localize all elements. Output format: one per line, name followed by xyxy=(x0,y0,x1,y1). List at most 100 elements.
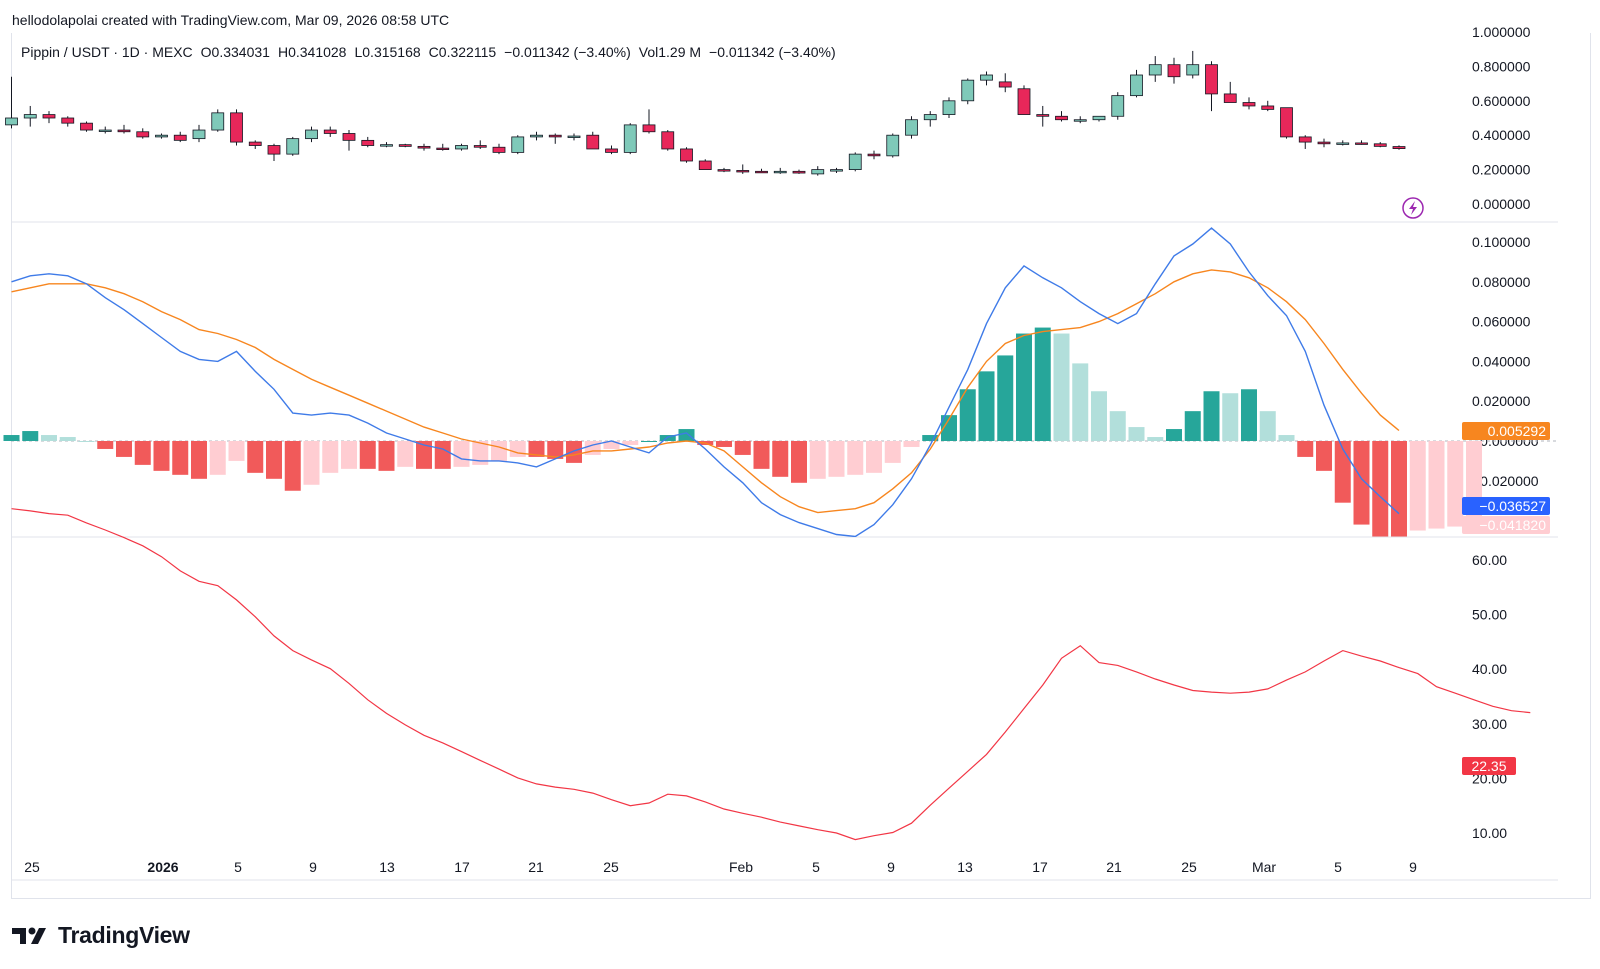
time-axis-label: 9 xyxy=(887,859,895,875)
macd-histogram-bar xyxy=(1128,427,1145,441)
candle-body xyxy=(398,144,412,147)
macd-histogram-bar xyxy=(1184,411,1201,441)
candle-body xyxy=(267,145,281,155)
macd-histogram-bar xyxy=(1447,441,1464,527)
candle-body xyxy=(305,129,318,140)
price-axis-tick-label: 0.400000 xyxy=(1472,127,1531,143)
rsi-value-badge: 22.35 xyxy=(1471,758,1506,774)
candle-body xyxy=(717,169,731,172)
macd-histogram-bar xyxy=(303,441,320,485)
candle-body xyxy=(23,114,37,119)
macd-histogram-bar xyxy=(228,441,245,461)
flash-indicator-icon[interactable] xyxy=(1402,197,1424,219)
macd-axis-tick-label: 0.100000 xyxy=(1472,234,1531,250)
rsi-value-badge-bg xyxy=(1462,757,1516,775)
rsi-axis-tick-label: 60.00 xyxy=(1472,552,1507,568)
candle-body xyxy=(623,124,637,153)
macd-histogram-bar xyxy=(116,441,132,457)
macd-value-badge: −0.036527 xyxy=(1479,498,1546,514)
tradingview-logo[interactable]: TradingView xyxy=(12,922,190,949)
macd-histogram-bar xyxy=(884,441,901,463)
macd-histogram-bar xyxy=(1091,391,1107,441)
author-credit: hellodolapolai created with TradingView.… xyxy=(12,12,450,28)
macd-histogram-bar xyxy=(1297,441,1314,457)
candle-body xyxy=(886,134,900,157)
time-axis-label: 2026 xyxy=(147,859,178,875)
time-axis-label: 25 xyxy=(1181,859,1197,875)
candle-body xyxy=(1298,136,1312,143)
candle-body xyxy=(380,144,393,147)
macd-histogram-bar xyxy=(772,441,789,477)
macd-histogram-bar xyxy=(3,435,20,441)
candle-body xyxy=(1167,64,1181,78)
macd-histogram-bar xyxy=(359,441,376,469)
price-axis-tick-label: 0.600000 xyxy=(1472,93,1531,109)
legend-low: L0.315168 xyxy=(354,44,421,60)
rsi-axis-tick-label: 50.00 xyxy=(1472,607,1507,623)
macd-histogram-bar xyxy=(434,441,451,469)
candle-body xyxy=(230,112,243,143)
time-axis-label: 13 xyxy=(957,859,973,875)
macd-histogram-bar xyxy=(1109,411,1126,441)
candle-body xyxy=(1036,114,1050,117)
candle-body xyxy=(173,134,187,141)
candle-body xyxy=(923,114,937,121)
macd-histogram-bar xyxy=(547,441,564,459)
macd-histogram-bar xyxy=(1147,437,1164,441)
legend-change: −0.011342 (−3.40%) xyxy=(504,44,631,60)
rsi-axis-tick-label: 10.00 xyxy=(1472,825,1507,841)
macd-histogram-bar xyxy=(1409,441,1426,531)
macd-line xyxy=(11,227,1400,537)
macd-histogram-bar xyxy=(753,441,770,469)
legend-close: C0.322115 xyxy=(428,44,497,60)
macd-histogram-bar xyxy=(284,441,301,491)
macd-histogram-bar xyxy=(191,441,207,479)
candle-body xyxy=(1073,119,1087,122)
candle-body xyxy=(473,145,487,148)
macd-histogram-bar xyxy=(209,441,226,475)
macd-histogram-bar xyxy=(22,431,39,441)
time-axis-label: 25 xyxy=(24,859,40,875)
macd-axis-tick-label: −0.020000 xyxy=(1472,473,1539,489)
candle-body xyxy=(1017,88,1031,115)
flash-indicator-ring xyxy=(1402,197,1424,219)
macd-histogram-bar xyxy=(472,441,489,465)
macd-axis-tick-label: 0.020000 xyxy=(1472,393,1531,409)
macd-histogram-bar xyxy=(1391,441,1407,537)
candle-body xyxy=(642,124,656,133)
candle-body xyxy=(492,146,506,153)
macd-histogram-bar xyxy=(641,441,657,442)
candle-body xyxy=(1223,93,1237,103)
macd-histogram-bar xyxy=(959,389,976,441)
candle-body xyxy=(117,129,131,133)
candle-body xyxy=(136,131,150,138)
legend-open: O0.334031 xyxy=(200,44,270,60)
candle-body xyxy=(1186,64,1200,76)
candle-body xyxy=(905,119,918,136)
macd-histogram-bar xyxy=(903,441,920,447)
histogram-value-badge: −0.041820 xyxy=(1479,517,1546,533)
macd-histogram-bar xyxy=(491,441,507,461)
lightning-bolt-shape xyxy=(1409,201,1417,215)
macd-histogram-bar xyxy=(453,441,470,467)
signal-value-badge: 0.005292 xyxy=(1488,423,1547,439)
macd-histogram-bar xyxy=(397,441,414,467)
macd-histogram-bar xyxy=(41,435,57,441)
time-axis-label: 9 xyxy=(1409,859,1417,875)
candle-body xyxy=(1392,146,1406,149)
candle-body xyxy=(736,170,750,173)
candle-body xyxy=(1242,102,1256,107)
candle-body xyxy=(1148,64,1162,76)
candle-body xyxy=(98,129,112,132)
candle-body xyxy=(1317,141,1331,145)
legend-symbol[interactable]: Pippin / USDT · 1D · MEXC xyxy=(21,44,193,60)
macd-value-badge-bg xyxy=(1462,497,1550,515)
macd-axis-tick-label: 0.080000 xyxy=(1472,274,1531,290)
symbol-legend: Pippin / USDT · 1D · MEXC O0.334031 H0.341… xyxy=(21,44,844,60)
chart-frame xyxy=(11,33,1591,899)
candle-body xyxy=(586,134,600,150)
candle-body xyxy=(867,153,881,157)
candle-body xyxy=(792,170,806,174)
macd-histogram-bar xyxy=(528,441,545,457)
